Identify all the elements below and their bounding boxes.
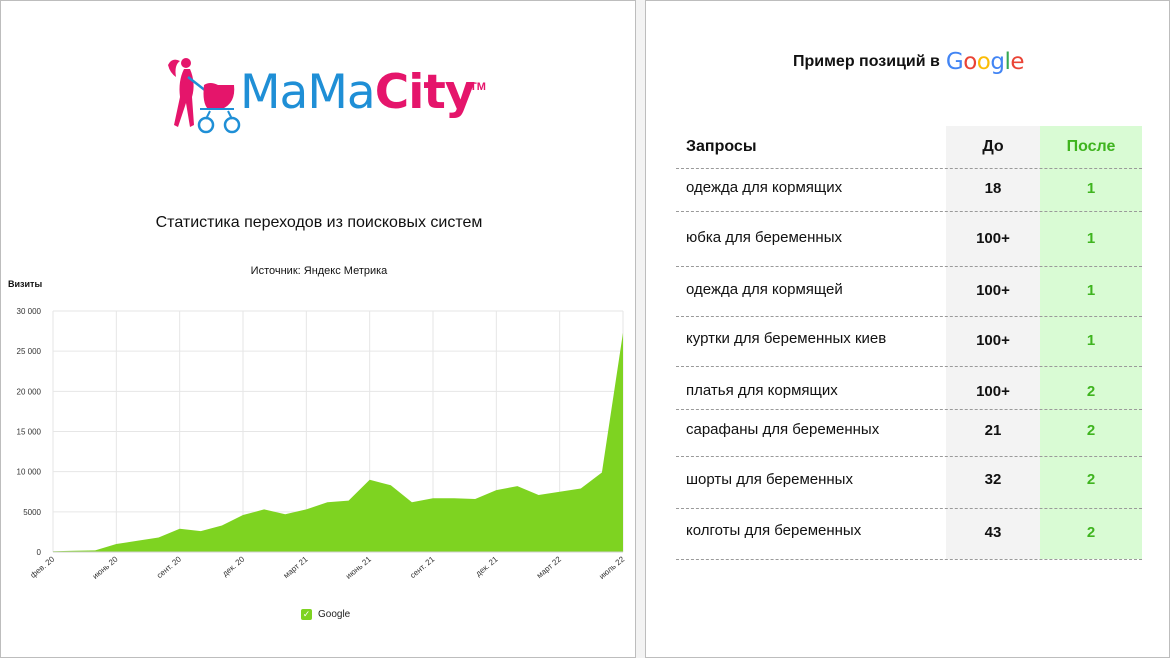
- after-cell: 2: [1086, 383, 1096, 400]
- positions-title-text: Пример позиций в: [792, 53, 940, 70]
- query-cell: юбка для беременных: [686, 229, 842, 246]
- row-separator: [676, 168, 1142, 169]
- query-cell: шорты для беременных: [686, 471, 853, 488]
- query-cell: куртки для беременных киев: [686, 330, 887, 347]
- logo-mama-text: MaMa: [240, 65, 376, 120]
- google-letter: g: [990, 49, 1005, 75]
- google-letter: G: [945, 49, 964, 75]
- x-tick-label: март 22: [535, 554, 563, 580]
- chart-legend[interactable]: ✓ Google: [301, 609, 350, 620]
- y-tick-label: 15 000: [17, 428, 42, 437]
- before-cell: 100+: [976, 282, 1010, 299]
- google-series-area: [53, 332, 623, 552]
- after-cell: 1: [1086, 332, 1096, 349]
- google-letter: o: [976, 49, 991, 75]
- row-separator: [676, 366, 1142, 367]
- row-separator: [676, 409, 1142, 410]
- after-cell: 1: [1086, 180, 1096, 197]
- row-separator: [676, 508, 1142, 509]
- google-letter: l: [1004, 49, 1011, 75]
- x-tick-label: июнь 21: [344, 554, 373, 581]
- y-axis-label: Визиты: [8, 279, 43, 289]
- google-letter: e: [1010, 49, 1024, 75]
- legend-label: Google: [318, 609, 351, 620]
- after-cell: 1: [1086, 230, 1096, 247]
- chart-title: Статистика переходов из поисковых систем: [155, 214, 483, 231]
- before-cell: 18: [984, 180, 1002, 197]
- after-column-bg: [1040, 126, 1142, 559]
- legend-checkbox-icon[interactable]: ✓: [301, 609, 312, 620]
- x-tick-label: дек. 20: [221, 554, 247, 578]
- right-panel: Пример позиций в Google Запросы До После…: [645, 0, 1170, 658]
- query-cell: одежда для кормящих: [686, 179, 843, 196]
- left-panel: MaMaCity TM Статистика переходов из поис…: [0, 0, 636, 658]
- after-cell: 2: [1086, 422, 1096, 439]
- after-cell: 2: [1086, 524, 1096, 541]
- row-separator: [676, 211, 1142, 212]
- logo-wordmark: MaMaCity: [240, 69, 475, 116]
- x-tick-label: июнь 20: [91, 554, 120, 581]
- before-cell: 100+: [976, 332, 1010, 349]
- query-cell: сарафаны для беременных: [686, 421, 880, 438]
- y-tick-label: 5000: [23, 508, 41, 517]
- chart-subtitle: Источник: Яндекс Метрика: [250, 265, 388, 277]
- x-tick-label: дек. 21: [474, 554, 500, 578]
- after-cell: 2: [1086, 471, 1096, 488]
- x-tick-label: июль 22: [597, 554, 626, 581]
- mother-with-stroller-icon: [168, 58, 241, 134]
- y-tick-label: 25 000: [17, 347, 42, 356]
- before-cell: 43: [984, 524, 1002, 541]
- x-tick-label: сент. 21: [408, 554, 436, 580]
- mamacity-logo: MaMaCity TM: [164, 51, 494, 141]
- visits-area-chart: 0 5000 10 000 15 000 20 000 25 000 30 000 фев. …: [17, 307, 627, 581]
- google-logo: Google: [945, 49, 1025, 75]
- after-cell: 1: [1086, 282, 1096, 299]
- query-cell: одежда для кормящей: [686, 281, 843, 298]
- before-cell: 21: [984, 422, 1002, 439]
- row-separator: [676, 456, 1142, 457]
- positions-title: Пример позиций в Google: [646, 49, 1170, 75]
- before-cell: 100+: [976, 230, 1010, 247]
- x-tick-label: фев. 20: [29, 554, 57, 580]
- row-separator: [676, 266, 1142, 267]
- logo-trademark: TM: [470, 81, 486, 93]
- y-tick-label: 0: [37, 548, 42, 557]
- x-tick-label: март 21: [282, 554, 310, 580]
- y-tick-label: 30 000: [17, 307, 42, 316]
- google-letter: o: [963, 49, 977, 75]
- row-separator: [676, 559, 1142, 560]
- logo-city-text: City: [374, 65, 476, 120]
- y-tick-label: 20 000: [17, 387, 42, 396]
- before-cell: 100+: [976, 383, 1010, 400]
- row-separator: [676, 316, 1142, 317]
- query-cell: платья для кормящих: [686, 382, 838, 399]
- x-tick-label: сент. 20: [155, 554, 183, 580]
- header-query: Запросы: [686, 138, 757, 155]
- query-cell: колготы для беременных: [686, 522, 862, 539]
- header-after: После: [1066, 138, 1116, 155]
- before-column-bg: [946, 126, 1040, 559]
- y-tick-label: 10 000: [17, 468, 42, 477]
- before-cell: 32: [984, 471, 1002, 488]
- header-before: До: [982, 138, 1004, 155]
